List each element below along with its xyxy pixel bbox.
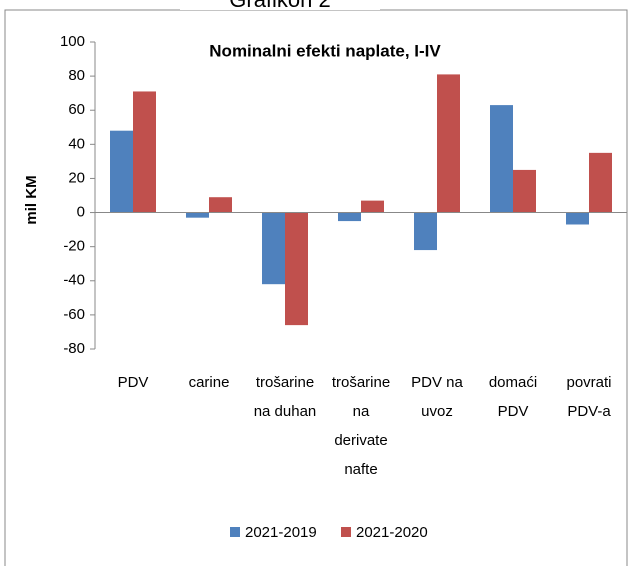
x-tick-label: trošarine xyxy=(256,374,314,391)
y-tick-label: 100 xyxy=(60,33,85,50)
y-tick-label: 60 xyxy=(68,101,85,118)
x-tick-label: nafte xyxy=(344,461,377,478)
x-tick-label: uvoz xyxy=(421,403,453,420)
bar xyxy=(437,74,460,213)
y-tick-label: 0 xyxy=(77,204,85,221)
x-tick-label: povrati xyxy=(566,374,611,391)
bar xyxy=(110,130,133,213)
bar xyxy=(513,169,536,213)
y-tick-label: 40 xyxy=(68,135,85,152)
chart-frame xyxy=(4,9,628,566)
x-tick-label: PDV-a xyxy=(567,403,611,420)
bar xyxy=(361,200,384,213)
x-tick-label: na xyxy=(353,403,370,420)
y-tick-label: -20 xyxy=(63,238,85,255)
x-tick-label: na duhan xyxy=(254,403,317,420)
x-tick-label: PDV na xyxy=(411,374,463,391)
x-tick-label: derivate xyxy=(334,432,387,449)
legend-swatch xyxy=(230,527,240,537)
x-tick-label: carine xyxy=(189,374,230,391)
bar xyxy=(414,212,437,251)
bar xyxy=(285,212,308,326)
caption: Grafikon 2 xyxy=(229,0,331,12)
bar xyxy=(133,91,156,213)
caption-bg xyxy=(180,0,380,10)
y-tick-label: -60 xyxy=(63,306,85,323)
bar xyxy=(262,212,285,285)
legend-label: 2021-2020 xyxy=(356,524,428,541)
bar xyxy=(490,105,513,213)
y-tick-label: -80 xyxy=(63,340,85,357)
x-tick-label: domaći xyxy=(489,374,537,391)
bar xyxy=(186,212,209,218)
bar xyxy=(589,152,612,213)
x-tick-label: PDV xyxy=(118,374,149,391)
legend-label: 2021-2019 xyxy=(245,524,317,541)
legend-swatch xyxy=(341,527,351,537)
x-tick-label: trošarine xyxy=(332,374,390,391)
x-tick-label: PDV xyxy=(498,403,529,420)
y-tick-label: 20 xyxy=(68,169,85,186)
bar xyxy=(566,212,589,225)
bar xyxy=(209,197,232,213)
bar xyxy=(338,212,361,222)
y-axis-label: mil KM xyxy=(23,175,40,224)
y-tick-label: -40 xyxy=(63,272,85,289)
y-tick-label: 80 xyxy=(68,67,85,84)
chart-title: Nominalni efekti naplate, I-IV xyxy=(209,41,441,60)
